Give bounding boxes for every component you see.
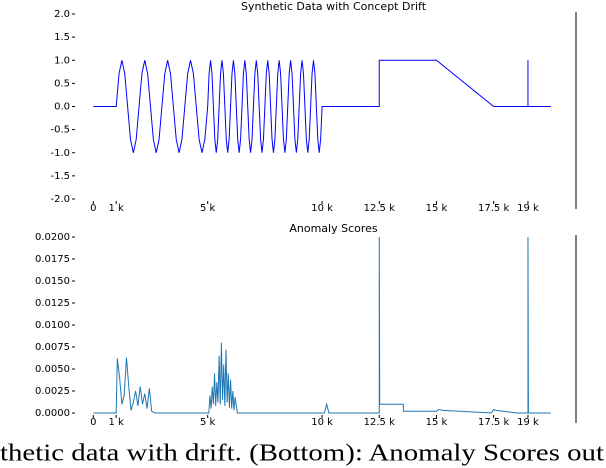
- y-tick-label: 0.0025: [35, 386, 70, 397]
- x-tick-label: 5 k: [200, 417, 216, 428]
- y-tick-label: 0.0175: [35, 254, 70, 265]
- y-tick-label: 0.0075: [35, 342, 70, 353]
- y-tick-label: -2.0: [50, 194, 70, 205]
- x-tick-label: 19 k: [517, 203, 539, 214]
- x-tick-label: 1 k: [109, 203, 125, 214]
- y-tick-label: 0.0: [54, 102, 70, 113]
- x-tick-label: 19 k: [517, 417, 539, 428]
- y-tick-label: 0.0150: [35, 276, 70, 287]
- y-tick-label: 0.0200: [35, 232, 70, 243]
- x-tick-label: 12.5 k: [364, 203, 395, 214]
- y-tick-label: 0.5: [54, 78, 70, 89]
- data-line: [93, 59, 551, 153]
- caption: thetic data with drift. (Bottom): Anomal…: [0, 441, 604, 467]
- y-tick-label: 0.0100: [35, 320, 70, 331]
- x-tick-label: 5 k: [200, 203, 216, 214]
- y-tick-label: 0.0000: [35, 408, 70, 419]
- x-tick-label: 1 k: [109, 417, 125, 428]
- y-tick-label: -1.5: [50, 171, 70, 182]
- y-tick-label: 0.0125: [35, 298, 70, 309]
- y-tick-label: 1.0: [54, 55, 70, 66]
- chart-title: Synthetic Data with Concept Drift: [241, 0, 427, 13]
- y-tick-label: -1.0: [50, 148, 70, 159]
- x-tick-label: 10 k: [311, 203, 333, 214]
- x-tick-label: 15 k: [426, 203, 448, 214]
- y-tick-label: 0.0050: [35, 364, 70, 375]
- chart-title: Anomaly Scores: [289, 222, 378, 235]
- x-tick-label: 17.5 k: [478, 203, 509, 214]
- data-line: [93, 236, 551, 414]
- y-tick-label: 1.5: [54, 32, 70, 43]
- x-tick-label: 10 k: [311, 417, 333, 428]
- x-tick-label: 17.5 k: [478, 417, 509, 428]
- x-tick-label: 15 k: [426, 417, 448, 428]
- y-tick-label: 2.0: [54, 9, 70, 20]
- x-tick-label: 0: [90, 203, 96, 214]
- y-tick-label: -0.5: [50, 125, 70, 136]
- x-tick-label: 12.5 k: [364, 417, 395, 428]
- x-tick-label: 0: [90, 417, 96, 428]
